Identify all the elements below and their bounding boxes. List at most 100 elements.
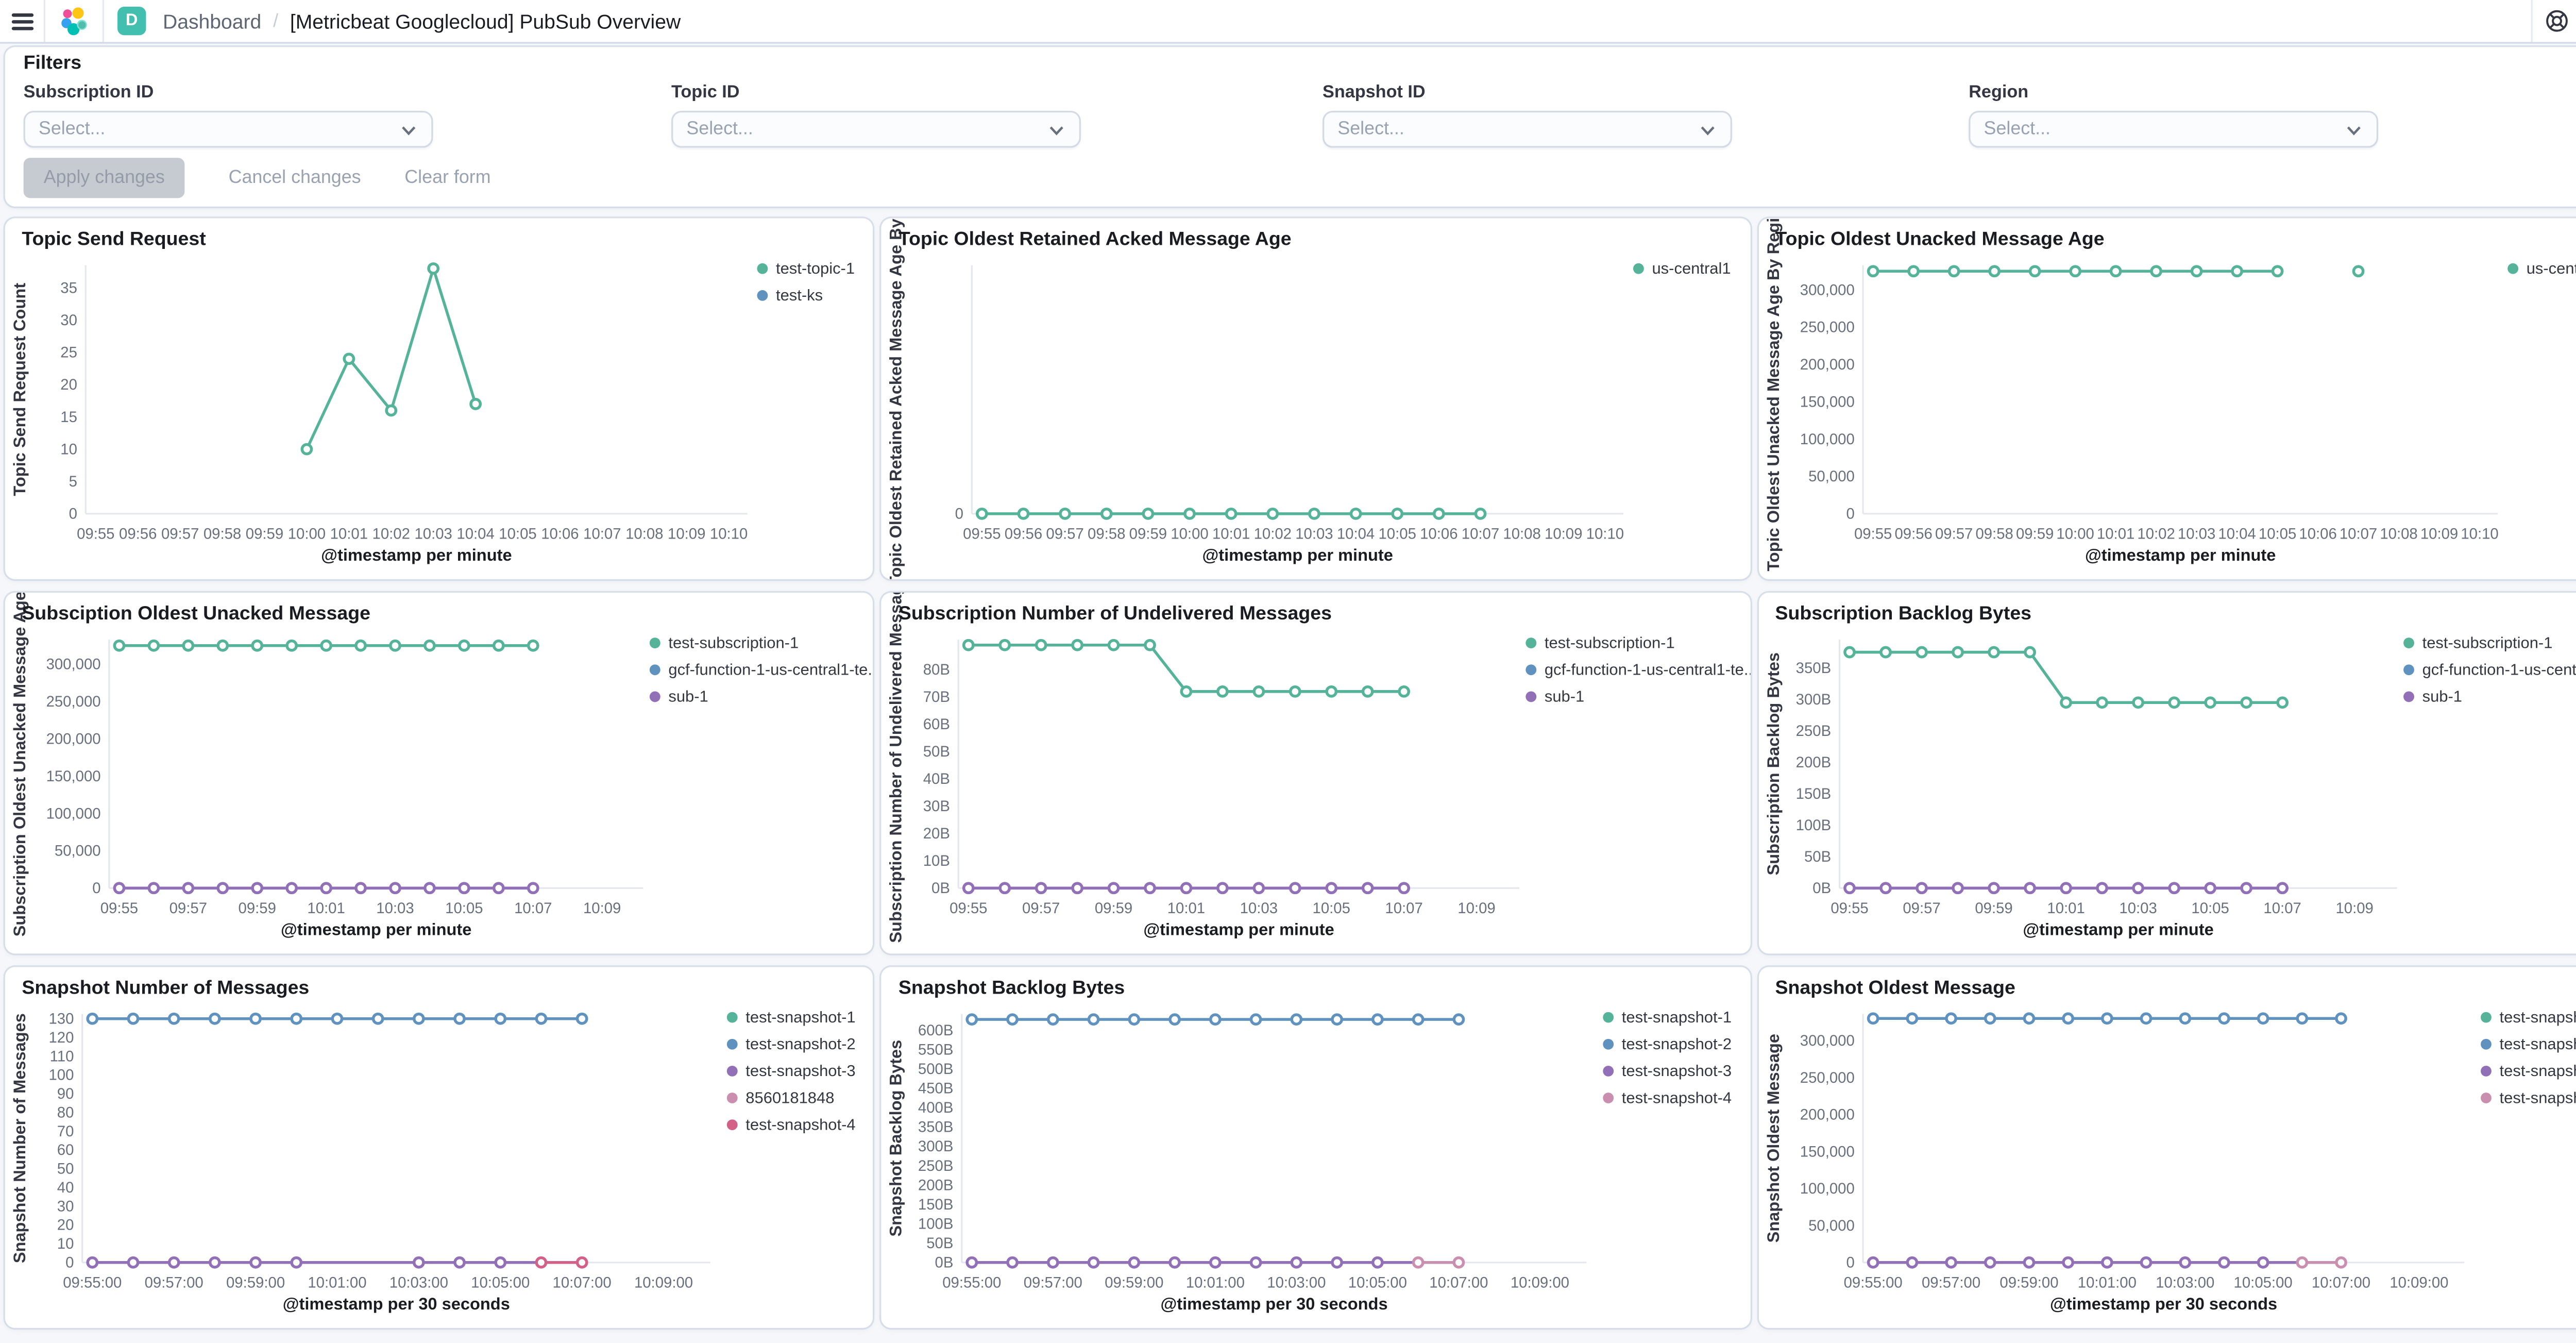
- legend-item[interactable]: test-snapshot-1: [726, 1008, 856, 1026]
- data-point: [2190, 265, 2202, 278]
- y-axis-title: Topic Send Request Count: [10, 283, 29, 496]
- data-point: [1035, 639, 1048, 651]
- data-point: [2139, 1256, 2152, 1269]
- legend-label: test-snapshot-2: [2499, 1035, 2576, 1053]
- y-tick-label: 250B: [919, 1157, 954, 1174]
- legend-item[interactable]: gcf-function-1-us-central1-te...: [1526, 661, 1750, 679]
- data-point: [1088, 1256, 1100, 1269]
- data-point: [1059, 507, 1072, 520]
- legend-dot: [2402, 691, 2414, 702]
- legend-item[interactable]: test-snapshot-2: [1603, 1035, 1732, 1053]
- cancel-changes-button[interactable]: Cancel changes: [228, 167, 361, 188]
- data-point: [1453, 1256, 1466, 1269]
- x-tick-label: 10:04: [1337, 526, 1375, 543]
- legend-item[interactable]: us-central1: [1634, 259, 1732, 277]
- data-point: [320, 639, 332, 652]
- legend-label: test-snapshot-4: [745, 1115, 855, 1133]
- x-tick-label: 09:59: [1130, 526, 1167, 543]
- x-axis-title: @timestamp per 30 seconds: [2049, 1295, 2277, 1313]
- x-tick-label: 09:55: [963, 526, 1001, 543]
- elastic-logo[interactable]: [45, 0, 104, 42]
- clear-form-button[interactable]: Clear form: [404, 167, 491, 188]
- y-tick-label: 70B: [924, 689, 951, 706]
- data-point: [527, 882, 539, 895]
- legend-item[interactable]: test-snapshot-3: [726, 1062, 856, 1080]
- data-point: [2178, 1256, 2191, 1269]
- topic-id-select[interactable]: Select...: [671, 111, 1081, 148]
- legend-item[interactable]: gcf-function-1-us-central1-te...: [2402, 661, 2576, 679]
- legend-item[interactable]: test-snapshot-1: [1603, 1008, 1732, 1026]
- data-point: [127, 1012, 140, 1025]
- snapshot-id-select[interactable]: Select...: [1323, 111, 1732, 148]
- legend-item[interactable]: 8560181848: [726, 1088, 835, 1106]
- legend-item[interactable]: test-snapshot-3: [1603, 1062, 1732, 1080]
- legend-item[interactable]: test-snapshot-2: [726, 1035, 856, 1053]
- region-select[interactable]: Select...: [1969, 111, 2379, 148]
- data-point: [331, 1012, 344, 1025]
- legend-label: test-snapshot-1: [745, 1008, 855, 1026]
- legend-item[interactable]: test-topic-1: [757, 259, 855, 277]
- data-point: [469, 398, 482, 410]
- legend-item[interactable]: test-snapshot-1: [2480, 1008, 2576, 1026]
- x-tick-label: 09:57: [161, 526, 199, 543]
- x-tick-label: 10:07:00: [1430, 1274, 1488, 1291]
- data-point: [1331, 1013, 1344, 1026]
- legend-label: test-subscription-1: [2421, 633, 2552, 651]
- legend-item[interactable]: sub-1: [649, 687, 708, 706]
- y-tick-label: 50,000: [1808, 1217, 1854, 1234]
- x-axis-title: @timestamp per minute: [321, 546, 512, 564]
- legend-item[interactable]: test-snapshot-4: [1603, 1088, 1732, 1106]
- panel-subscription-number-of-undelivered-messages: Subscription Number of Undelivered Messa…: [882, 592, 1750, 954]
- data-point: [1866, 1256, 1879, 1269]
- legend-item[interactable]: test-subscription-1: [649, 633, 799, 651]
- legend-item[interactable]: test-ks: [757, 286, 823, 304]
- x-tick-label: 09:55:00: [1843, 1274, 1902, 1291]
- data-point: [1210, 1256, 1222, 1269]
- data-point: [167, 1256, 180, 1269]
- legend-item[interactable]: sub-1: [1526, 687, 1585, 706]
- y-tick-label: 90: [57, 1085, 74, 1102]
- legend-item[interactable]: us-central1: [2507, 259, 2576, 277]
- space-badge[interactable]: D: [117, 7, 146, 36]
- menu-button[interactable]: [0, 0, 45, 42]
- data-point: [371, 1012, 384, 1025]
- snapshot-backlog-bytes-chart: 0B 50B 100B 150B 200B 250B 300B 350B 400B 450B 500…: [887, 1008, 1732, 1313]
- y-tick-label: 200,000: [1800, 356, 1854, 373]
- data-point: [320, 882, 332, 895]
- data-point: [412, 1256, 425, 1269]
- data-point: [1108, 639, 1121, 651]
- legend-item[interactable]: gcf-function-1-us-central1-te...: [649, 661, 873, 679]
- data-point: [457, 639, 470, 652]
- data-point: [1267, 507, 1280, 520]
- y-tick-label: 300B: [919, 1138, 954, 1155]
- data-point: [1007, 1013, 1020, 1026]
- breadcrumb-dashboard[interactable]: Dashboard: [162, 9, 262, 33]
- snapshot-oldest-message-chart: 0 50,000 100,000 150,000 200,000 250,000 300,0…: [1764, 1008, 2576, 1313]
- data-point: [2109, 265, 2122, 278]
- help-button[interactable]: [2531, 0, 2576, 42]
- legend-item[interactable]: test-subscription-1: [1526, 633, 1675, 651]
- legend-item[interactable]: test-snapshot-2: [2480, 1035, 2576, 1053]
- subscription-id-select[interactable]: Select...: [23, 111, 433, 148]
- x-tick-label: 10:07:00: [2311, 1274, 2370, 1291]
- legend-item[interactable]: sub-1: [2402, 687, 2462, 706]
- data-point: [2295, 1256, 2308, 1269]
- legend-item[interactable]: test-snapshot-3: [2480, 1062, 2576, 1080]
- x-tick-label: 09:57:00: [145, 1274, 204, 1291]
- legend-item[interactable]: test-snapshot-4: [726, 1115, 856, 1133]
- legend-item[interactable]: test-subscription-1: [2402, 633, 2552, 651]
- y-tick-label: 80B: [924, 661, 951, 678]
- data-point: [1987, 646, 1999, 659]
- x-axis-title: @timestamp per 30 seconds: [1161, 1295, 1388, 1313]
- apply-changes-button[interactable]: Apply changes: [23, 158, 185, 198]
- legend-item[interactable]: test-snapshot-4: [2480, 1088, 2576, 1106]
- data-point: [216, 639, 229, 652]
- chevron-down-icon: [1701, 125, 1715, 135]
- x-axis-title: @timestamp per 30 seconds: [283, 1295, 510, 1313]
- y-tick-label: 200,000: [46, 731, 101, 748]
- data-point: [1362, 685, 1375, 698]
- legend-dot: [1634, 263, 1645, 274]
- legend-dot: [757, 290, 768, 301]
- data-point: [2230, 265, 2243, 278]
